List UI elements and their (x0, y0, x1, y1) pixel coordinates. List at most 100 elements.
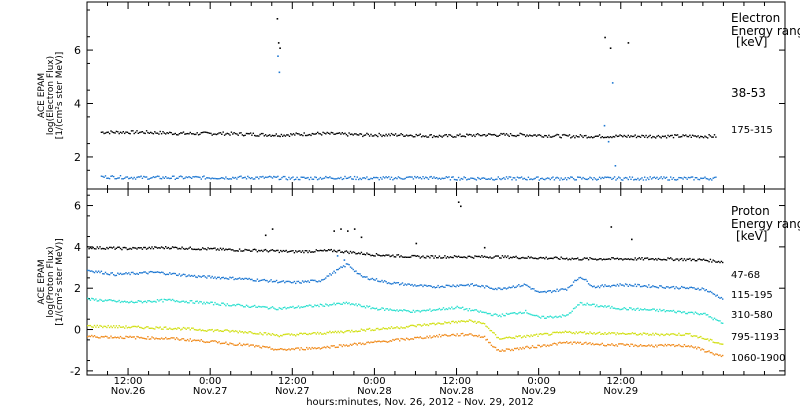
data-point (644, 257, 646, 260)
data-point (720, 355, 723, 358)
data-point (690, 286, 692, 288)
data-point (255, 333, 257, 335)
data-point (627, 178, 629, 181)
data-point (125, 176, 127, 178)
data-point (249, 306, 252, 308)
data-point (499, 178, 501, 180)
data-point (570, 137, 572, 139)
data-point (519, 285, 521, 288)
data-point (174, 327, 176, 330)
data-point (258, 249, 260, 252)
data-point (463, 320, 465, 322)
data-point (363, 276, 365, 278)
data-point (624, 333, 627, 335)
data-point (436, 135, 438, 138)
data-point (527, 176, 530, 178)
series-1060-1900 (87, 332, 724, 358)
data-point (446, 176, 449, 179)
data-point (296, 176, 298, 179)
data-point (590, 177, 593, 179)
data-point (236, 330, 238, 333)
data-point (707, 260, 709, 262)
data-point (184, 177, 186, 179)
data-point (104, 175, 107, 177)
data-point (585, 178, 587, 180)
data-point (405, 256, 408, 258)
data-point (278, 251, 280, 254)
data-point (633, 179, 635, 181)
data-point (556, 331, 558, 333)
data-point (641, 285, 643, 288)
data-point (202, 303, 204, 305)
data-point (590, 343, 593, 346)
data-point (464, 334, 467, 336)
data-point (470, 134, 472, 136)
data-point (626, 333, 628, 335)
data-point (603, 306, 605, 308)
data-point (530, 334, 532, 336)
data-point (686, 345, 688, 348)
data-point (641, 309, 643, 311)
data-point (449, 179, 452, 181)
data-point (624, 176, 627, 179)
data-point (99, 246, 101, 248)
y-tick-label: 6 (74, 200, 81, 213)
data-point (397, 282, 400, 284)
data-point (143, 301, 145, 303)
data-point (478, 285, 480, 287)
data-point (151, 271, 153, 273)
data-point (575, 258, 577, 260)
data-point (196, 276, 198, 279)
data-point (230, 131, 233, 133)
data-point (702, 258, 705, 260)
data-point (87, 246, 89, 248)
data-point (249, 278, 252, 281)
data-point (475, 335, 478, 337)
data-point (542, 315, 545, 318)
data-point (575, 331, 577, 333)
data-point (237, 134, 239, 136)
data-point (106, 335, 108, 338)
data-point (494, 346, 497, 349)
data-point (286, 349, 289, 351)
data-point (251, 305, 253, 308)
data-point (500, 178, 502, 181)
data-point (429, 134, 431, 136)
data-point (273, 135, 275, 137)
y-tick-label: 2 (74, 151, 81, 164)
data-point (225, 176, 227, 178)
data-point (281, 348, 283, 350)
data-point (386, 135, 389, 137)
data-point (612, 177, 614, 180)
data-point (471, 320, 473, 323)
data-point (711, 317, 713, 319)
data-point (185, 339, 187, 342)
data-point (445, 334, 447, 336)
data-point (219, 177, 222, 180)
data-point (553, 135, 556, 137)
data-point (104, 325, 107, 328)
data-point (236, 250, 238, 252)
data-point (103, 273, 105, 275)
data-point (133, 176, 135, 179)
data-point (497, 287, 499, 289)
data-point (664, 135, 666, 137)
data-point (93, 299, 96, 301)
data-point (88, 269, 90, 272)
data-point (460, 135, 462, 138)
data-point (167, 273, 170, 276)
data-point (541, 291, 543, 293)
data-point (678, 259, 680, 262)
data-point (264, 306, 267, 308)
data-point (574, 333, 576, 335)
data-point (382, 281, 384, 283)
x-tick-label-day: Nov.26 (111, 386, 146, 397)
data-point (689, 286, 691, 289)
data-point (156, 338, 159, 340)
data-point (597, 178, 599, 180)
data-point (626, 283, 628, 286)
data-point (529, 313, 531, 315)
data-point (499, 134, 501, 136)
data-point (394, 282, 397, 284)
data-point (675, 134, 677, 136)
